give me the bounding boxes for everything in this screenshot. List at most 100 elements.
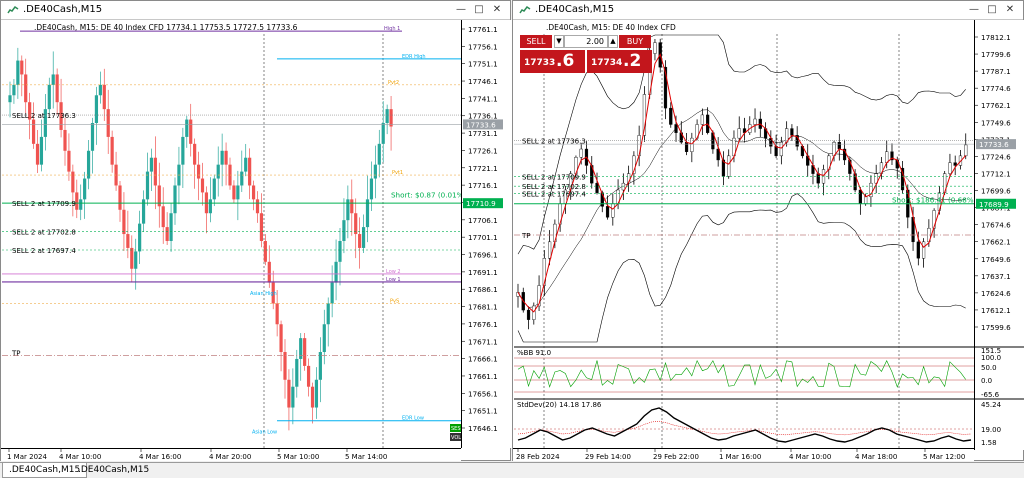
candle-body <box>271 282 275 304</box>
price-label: 17736.1 <box>468 112 498 121</box>
price-label: 17599.6 <box>981 323 1011 332</box>
pctb-scale-label: 151.5 <box>981 347 1001 355</box>
chart-info-line: .DE40Cash, M15: DE 40 Index CFD 17734.1 … <box>34 23 298 32</box>
candle-body <box>542 258 546 286</box>
candle-body <box>189 119 193 144</box>
candle-body <box>165 227 169 241</box>
candle-body <box>86 150 91 179</box>
chart-tabs-bar: .DE40Cash,M15 .DE40Cash,M15 <box>0 462 1024 478</box>
candle-body <box>684 142 689 152</box>
candle-body <box>837 142 841 150</box>
candle-body <box>200 178 205 193</box>
candle-body <box>303 338 307 366</box>
price-label: 17666.1 <box>468 355 498 364</box>
candle-body <box>669 107 673 125</box>
price-label: 17637.1 <box>981 272 1011 281</box>
candle-body <box>149 157 154 172</box>
price-label: 17799.6 <box>981 50 1011 59</box>
window-titlebar[interactable]: .DE40Cash,M15 — □ ✕ <box>513 1 1023 20</box>
price-label: 17721.1 <box>468 164 498 173</box>
time-label: 29 Feb 22:00 <box>653 453 699 461</box>
price-scale[interactable]: 17761.1 17756.1 17751.1 17746.1 17741.1 17736… <box>461 20 512 448</box>
moving-average-line <box>517 53 967 313</box>
sell-level-label: SELL 2 at 17697.4 <box>12 247 76 255</box>
price-chart[interactable]: .DE40Cash, M15: DE 40 Index CFD 17734.1 … <box>2 20 462 448</box>
candle-body <box>24 74 28 103</box>
window-titlebar[interactable]: .DE40Cash,M15 — □ ✕ <box>1 1 510 20</box>
candle-body <box>306 365 311 387</box>
chart-window-icon <box>7 5 19 14</box>
chart-window-left[interactable]: .DE40Cash,M15 — □ ✕ .DE40Cash, M15: DE 4… <box>0 0 512 461</box>
candle-body <box>548 241 552 259</box>
candle-body <box>240 171 244 186</box>
indicator-title: %BB 91.0 <box>517 349 551 357</box>
time-label: 1 Mar 16:00 <box>719 453 761 461</box>
price-scale[interactable]: 17812.1 17799.6 17787.1 17774.6 17762.1 17749… <box>974 20 1024 450</box>
indicator-title: StdDev(20) 14.18 17.86 <box>517 401 602 409</box>
one-click-trading-panel[interactable]: SELL ▼ 2.00 ▲ BUY 17733 .6 17734 .2 <box>518 34 652 74</box>
sell-level-label: SELL 2 at 17736.3 <box>522 137 586 145</box>
time-label: 4 Mar 18:00 <box>855 453 897 461</box>
bollinger-lower <box>517 193 966 343</box>
lot-size-input[interactable]: 2.00 <box>564 35 608 48</box>
price-label: 17756.1 <box>468 42 498 51</box>
candle-body <box>385 109 389 124</box>
candle-body <box>864 196 868 204</box>
tp-label: TP <box>11 349 21 357</box>
candle-body <box>102 84 106 110</box>
time-scale[interactable]: 28 Feb 2024 29 Feb 14:00 29 Feb 22:00 1 Mar… <box>513 448 974 461</box>
lot-increase-button[interactable]: ▲ <box>608 35 618 48</box>
candle-body <box>537 285 541 307</box>
candle-body <box>141 199 146 224</box>
time-scale[interactable]: 1 Mar 2024 4 Mar 10:00 4 Mar 16:00 4 Mar 20… <box>1 448 461 461</box>
tp-label: TP <box>521 232 531 240</box>
candle-body <box>39 136 44 165</box>
price-label: 17662.1 <box>981 238 1011 247</box>
candle-body <box>83 178 87 200</box>
candle-body <box>12 84 16 96</box>
candle-body <box>55 74 59 103</box>
candle-body <box>251 185 256 200</box>
candle-body <box>310 386 315 408</box>
candle-body <box>334 261 338 283</box>
price-label: 17741.1 <box>468 94 498 103</box>
candle-body <box>389 109 393 127</box>
candle-body <box>526 309 531 320</box>
candle-body <box>948 162 952 174</box>
candle-body <box>130 247 134 269</box>
candle-body <box>365 199 370 228</box>
chart-tab[interactable]: .DE40Cash,M15 <box>78 465 150 475</box>
candle-body <box>361 227 366 248</box>
sell-button[interactable]: SELL <box>520 35 552 48</box>
buy-price-box[interactable]: 17734 .2 <box>587 50 652 73</box>
maximize-button[interactable]: □ <box>474 4 484 15</box>
close-button[interactable]: ✕ <box>492 4 502 15</box>
candlestick-series <box>516 38 968 330</box>
price-chart[interactable]: .DE40Cash, M15: DE 40 Index CFD SELL 2 a… <box>514 20 975 450</box>
sell-level-label: SELL 2 at 17709.9 <box>522 173 586 181</box>
pctb-scale-label: -65.6 <box>981 391 1000 399</box>
candle-body <box>224 150 228 165</box>
price-label: 17656.1 <box>468 389 498 398</box>
candle-body <box>47 84 51 110</box>
short-profit-label: Short: $186.41 (0.68%) <box>892 195 975 204</box>
maximize-button[interactable]: □ <box>987 4 997 15</box>
candle-body <box>727 155 731 177</box>
candle-body <box>287 379 291 408</box>
stddev-line <box>517 407 972 443</box>
minimize-button[interactable]: — <box>969 4 979 15</box>
edr-low-label: EDR Low <box>402 416 424 422</box>
pctb-scale-label: 50.0 <box>981 364 997 372</box>
price-label: 17726.1 <box>468 146 498 155</box>
minimize-button[interactable]: — <box>456 4 466 15</box>
close-button[interactable]: ✕ <box>1005 4 1015 15</box>
candle-body <box>98 84 102 96</box>
price-label: 17712.1 <box>981 169 1011 178</box>
sell-price-box[interactable]: 17733 .6 <box>520 50 585 73</box>
candle-body <box>208 199 212 214</box>
current-price-box <box>463 119 503 130</box>
candle-body <box>16 60 20 85</box>
lot-decrease-button[interactable]: ▼ <box>554 35 564 48</box>
buy-button[interactable]: BUY <box>619 35 651 48</box>
price-label: 17762.1 <box>981 101 1011 110</box>
